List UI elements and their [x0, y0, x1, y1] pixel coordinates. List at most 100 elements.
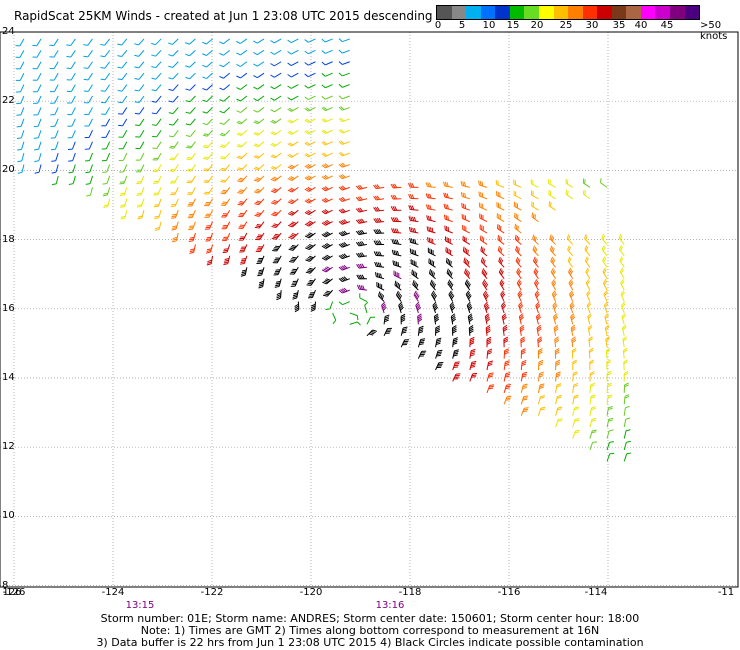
wind-barb [374, 272, 385, 280]
wind-barb [270, 95, 282, 101]
wind-barb [66, 38, 76, 46]
wind-barb [572, 382, 579, 393]
wind-barb [518, 313, 524, 325]
lon-label: -120 [299, 587, 323, 598]
wind-barb [253, 84, 265, 90]
wind-barb [321, 72, 333, 77]
wind-barb [548, 201, 556, 211]
wind-barb [321, 84, 333, 89]
wind-barb [51, 152, 59, 162]
wind-barb [219, 72, 231, 79]
wind-barb [428, 258, 436, 268]
scale-swatch [538, 6, 554, 19]
wind-barb [102, 175, 111, 185]
wind-barb [355, 241, 368, 247]
wind-barb [606, 429, 614, 439]
wind-barb [555, 418, 563, 428]
wind-barb [83, 95, 93, 104]
wind-barb [535, 313, 541, 325]
wind-barb [486, 360, 494, 371]
wind-barb [431, 290, 438, 302]
wind-barb [15, 50, 25, 58]
wind-barb [187, 198, 196, 207]
wind-barb [187, 187, 196, 195]
wind-barb [513, 201, 522, 211]
wind-barb [168, 107, 179, 115]
wind-barb [520, 348, 526, 359]
wind-barb [435, 325, 441, 336]
wind-barb [589, 441, 598, 451]
scale-label: 5 [458, 20, 466, 31]
wind-barb [452, 349, 459, 359]
wind-barb [520, 383, 528, 393]
wind-barb [169, 152, 179, 161]
wind-barb [237, 209, 248, 218]
wind-barb [203, 164, 213, 172]
wind-barb [443, 214, 453, 223]
wind-barb [461, 214, 471, 223]
wind-barb [589, 359, 595, 371]
wind-barb [497, 235, 505, 245]
wind-barb [32, 38, 42, 47]
wind-barb [119, 164, 128, 173]
wind-barb [136, 187, 145, 196]
wind-barb [270, 72, 282, 78]
wind-barb [305, 255, 316, 262]
wind-barb [152, 141, 162, 149]
wind-barb [338, 185, 350, 191]
lat-label: 22 [2, 95, 15, 107]
wind-barb [101, 107, 111, 115]
wind-barb [321, 231, 333, 238]
wind-barb [257, 267, 265, 277]
wind-barb [498, 268, 505, 280]
wind-barb [321, 186, 333, 192]
wind-barb [321, 95, 333, 100]
wind-barb [117, 72, 128, 81]
wind-barb [83, 50, 93, 58]
wind-barb [391, 228, 402, 234]
wind-barb [168, 38, 179, 45]
wind-barb [288, 221, 299, 228]
wind-barb [486, 384, 495, 394]
wind-barb [185, 49, 196, 57]
wind-barb [537, 359, 544, 371]
wind-barb [373, 229, 385, 235]
wind-barb [135, 118, 145, 127]
wind-barb [136, 175, 145, 185]
wind-barb [236, 129, 248, 137]
wind-barb [373, 184, 385, 190]
wind-barb [551, 290, 557, 302]
wind-barb [568, 279, 574, 291]
wind-barb [516, 279, 522, 291]
wind-barb [355, 196, 368, 202]
wind-barb [425, 193, 436, 200]
map-title: RapidScat 25KM Winds - created at Jun 1 … [14, 9, 433, 23]
wind-barb [202, 84, 213, 91]
wind-barb [520, 407, 529, 416]
wind-barb [100, 72, 111, 81]
wind-barb [589, 417, 597, 428]
wind-barb [321, 141, 333, 146]
wind-barb [409, 237, 419, 245]
wind-barb [238, 221, 248, 229]
wind-barb [274, 278, 282, 288]
wind-barb [253, 141, 265, 148]
wind-barb [620, 279, 625, 291]
wind-barb [572, 406, 580, 416]
wind-barb [17, 152, 25, 163]
wind-barb [237, 198, 248, 206]
wind-barb [619, 267, 625, 279]
wind-barb [618, 233, 625, 245]
wind-barb [478, 191, 488, 200]
wind-barb [253, 152, 265, 159]
wind-barb [464, 268, 471, 280]
wind-barb [446, 268, 454, 280]
wind-barb [206, 255, 214, 266]
wind-barb [429, 279, 436, 291]
wind-barb [412, 280, 419, 291]
wind-barb [377, 291, 385, 302]
wind-barb [270, 38, 282, 44]
wind-barb [270, 198, 282, 205]
wind-barb [272, 255, 282, 264]
wind-barb [222, 232, 231, 242]
